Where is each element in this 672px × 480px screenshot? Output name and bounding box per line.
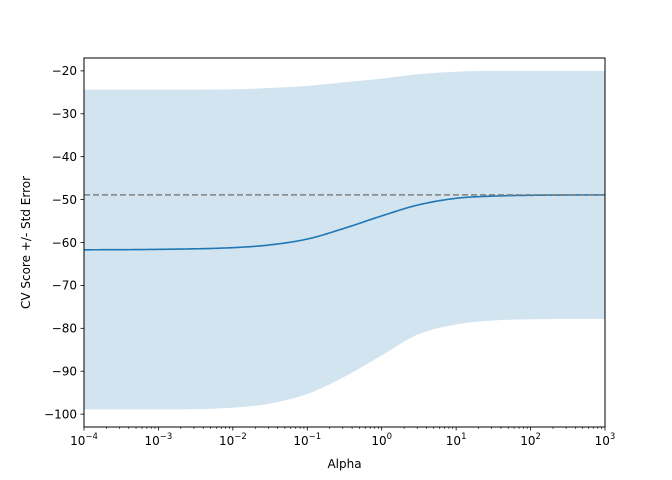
x-tick-label: 100 <box>371 432 392 448</box>
y-tick-label: −70 <box>52 279 77 293</box>
x-axis-ticks: 10−4 10−3 10−2 10−1 100 101 102 103 <box>70 427 615 448</box>
y-tick-label: −90 <box>52 365 77 379</box>
x-tick-label: 10−1 <box>293 432 321 448</box>
y-tick-label: −100 <box>44 407 77 421</box>
y-tick-label: −30 <box>52 107 77 121</box>
y-tick-label: −50 <box>52 193 77 207</box>
x-tick-label: 10−2 <box>219 432 247 448</box>
x-axis-label: Alpha <box>327 457 361 471</box>
y-axis-label: CV Score +/- Std Error <box>19 176 33 309</box>
y-axis-ticks: −20 −30 −40 −50 −60 −70 −80 −90 −100 <box>44 64 84 421</box>
y-tick-label: −20 <box>52 64 77 78</box>
x-tick-label: 101 <box>446 432 467 448</box>
std-error-band-layer <box>84 70 605 410</box>
x-tick-label: 10−4 <box>70 432 98 448</box>
x-tick-label: 103 <box>595 432 616 448</box>
y-tick-label: −80 <box>52 322 77 336</box>
x-tick-label: 102 <box>520 432 541 448</box>
std-error-band <box>84 70 605 410</box>
x-tick-label: 10−3 <box>145 432 173 448</box>
y-tick-label: −60 <box>52 236 77 250</box>
y-tick-label: −40 <box>52 150 77 164</box>
